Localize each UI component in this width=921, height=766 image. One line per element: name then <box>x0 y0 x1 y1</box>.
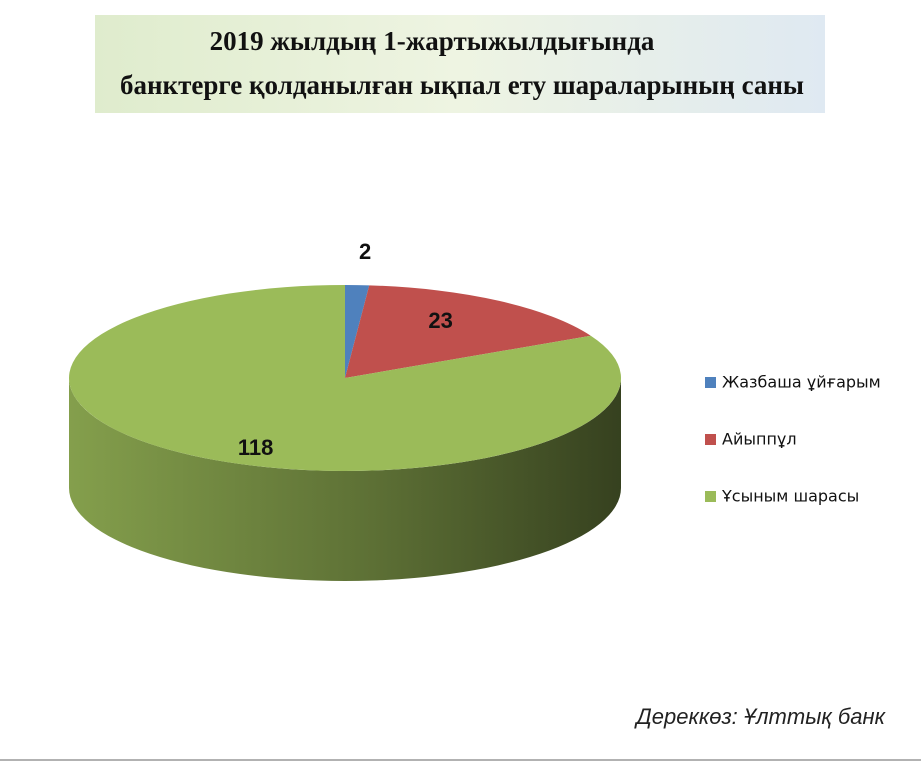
legend-swatch <box>705 434 716 445</box>
pie-slice <box>345 285 591 378</box>
chart-title: 2019 жылдың 1-жартыжылдығында <box>210 26 655 56</box>
legend-swatch <box>705 491 716 502</box>
value-label: 118 <box>238 435 274 460</box>
legend-swatch <box>705 377 716 388</box>
chart-title: банктерге қолданылған ықпал ету шаралары… <box>120 70 804 100</box>
legend-label: Айыппұл <box>722 430 797 449</box>
legend-label: Ұсыным шарасы <box>721 487 859 506</box>
value-label: 23 <box>428 308 452 333</box>
pie-slice <box>345 285 370 378</box>
pie-slice <box>69 285 621 471</box>
value-label: 2 <box>359 239 371 264</box>
pie-slice-side <box>69 378 621 581</box>
legend-label: Жазбаша ұйғарым <box>722 373 881 392</box>
title-background <box>95 15 825 113</box>
source-note: Дереккөз: Ұлттық банк <box>633 704 886 729</box>
